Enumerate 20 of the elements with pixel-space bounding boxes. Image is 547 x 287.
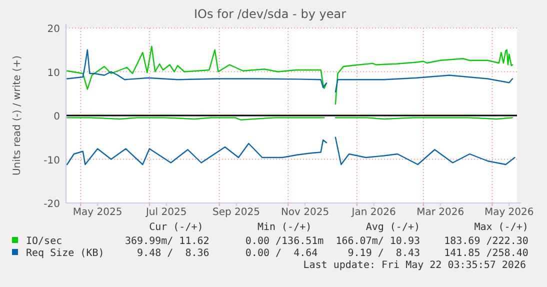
y-tick-label: 10 [47, 68, 60, 79]
text: 9.48 / 8.36 0.00 / 4.64 9.19 / 8.43 141.85 /258.40 [125, 248, 528, 259]
legend-label: Req Size (KB) [26, 248, 104, 259]
y-tick-label: 0 [54, 112, 60, 122]
chart-title: IOs for /dev/sda - by year [194, 7, 346, 21]
y-tick-label: 20 [47, 24, 60, 35]
text: 369.99m/ 11.62 0.00 /136.51m 166.07m/ 10.93 183.69 /222.30 [125, 236, 528, 247]
x-tick-label: Jul 2025 [144, 207, 187, 218]
x-tick-label: Sep 2025 [212, 207, 260, 218]
legend-label: IO/sec [26, 236, 62, 247]
y-axis-title: Units read (-) / write (+) [12, 55, 23, 176]
text: Last update: Fri May 22 03:35:57 2026 [303, 260, 526, 271]
y-tick-label: -10 [44, 155, 60, 166]
x-tick-label: Nov 2025 [280, 207, 330, 218]
y-tick-label: -20 [44, 199, 60, 210]
x-tick-label: Mar 2026 [416, 207, 464, 218]
text: Cur (-/+) Min (-/+) Avg (-/+) Max (-/+) [125, 222, 528, 233]
x-tick-label: May 2025 [72, 207, 122, 218]
x-tick-label: May 2026 [484, 207, 534, 218]
x-tick-label: Jan 2026 [350, 207, 396, 218]
